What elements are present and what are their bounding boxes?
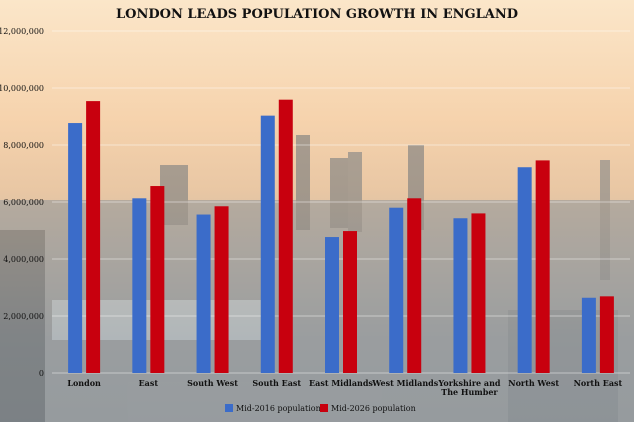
y-axis: 0 2,000,000 4,000,000 6,000,000 8,000,000 10,… [0, 27, 44, 378]
bar [214, 206, 229, 373]
bar [471, 213, 486, 373]
bar [68, 123, 83, 374]
y-tick-label: 8,000,000 [3, 141, 44, 150]
bar-group [325, 231, 357, 373]
x-axis: London East South West South East East Midla… [67, 378, 622, 397]
bar [517, 167, 532, 373]
bar [599, 296, 614, 373]
bar [407, 198, 422, 373]
y-tick-label: 12,000,000 [0, 27, 44, 36]
bar-group [196, 206, 229, 373]
bar [343, 231, 357, 373]
bar-group [453, 213, 486, 373]
y-tick-label: 4,000,000 [3, 255, 44, 264]
bar [581, 297, 596, 373]
y-tick-label: 0 [39, 369, 44, 378]
chart-title: LONDON LEADS POPULATION GROWTH IN ENGLAN… [116, 7, 518, 22]
bar-group [68, 101, 101, 374]
x-tick-label: East Midlands [309, 378, 373, 388]
legend-swatch [225, 404, 233, 412]
x-tick-label: North West [508, 378, 559, 388]
bar [389, 207, 404, 373]
bar [132, 198, 147, 373]
bar [453, 218, 468, 373]
legend-label: Mid-2016 population [236, 404, 321, 413]
bar [278, 99, 293, 373]
legend: Mid-2016 population Mid-2026 population [225, 404, 416, 413]
bar [260, 115, 275, 374]
legend-item: Mid-2016 population [225, 404, 321, 413]
bars [68, 99, 614, 374]
bar-group [517, 160, 550, 373]
y-tick-label: 10,000,000 [0, 84, 44, 93]
bar-group [389, 198, 422, 373]
legend-swatch [320, 404, 328, 412]
bar [535, 160, 550, 373]
bar [196, 214, 211, 373]
x-tick-label: East [139, 378, 159, 388]
y-tick-label: 6,000,000 [3, 198, 44, 207]
x-tick-label: Yorkshire and The Humber [437, 378, 501, 397]
x-tick-label: North East [574, 378, 623, 388]
bar [325, 237, 339, 373]
x-tick-label: West Midlands [371, 378, 439, 388]
bar-group [260, 99, 293, 374]
grid-lines [52, 30, 630, 374]
bar-group [132, 186, 165, 373]
legend-item: Mid-2026 population [320, 404, 416, 413]
bar-group [581, 296, 614, 373]
legend-label: Mid-2026 population [331, 404, 416, 413]
bar [86, 101, 101, 374]
bar [150, 186, 165, 373]
y-tick-label: 2,000,000 [3, 312, 44, 321]
x-tick-label: South East [252, 378, 301, 388]
x-tick-label: South West [187, 378, 238, 388]
x-tick-label: London [67, 378, 101, 388]
